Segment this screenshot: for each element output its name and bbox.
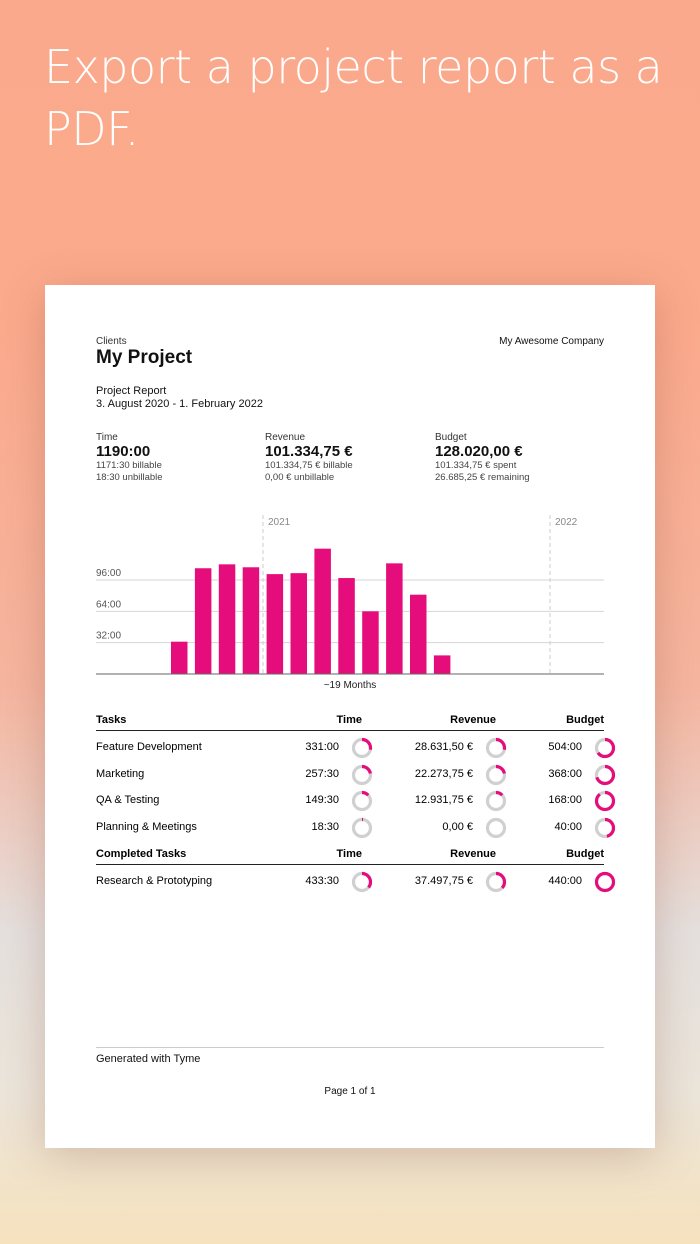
year-marker-label: 2022 <box>555 517 578 528</box>
bar <box>171 641 188 674</box>
task-row[interactable]: Research & Prototyping 433:30 37.497,75 … <box>96 871 616 892</box>
progress-ring-icon <box>594 791 616 812</box>
progress-ring-icon <box>351 737 373 759</box>
task-time: 433:30 <box>305 874 339 887</box>
task-revenue: 37.497,75 € <box>414 874 473 887</box>
progress-ring-icon <box>351 764 373 785</box>
bar <box>338 578 355 674</box>
bar <box>386 563 403 674</box>
bar <box>218 564 236 674</box>
task-revenue: 22.273,75 € <box>414 767 473 780</box>
task-name: Marketing <box>96 767 145 780</box>
header-revenue: Revenue <box>450 847 496 860</box>
header-revenue: Revenue <box>450 714 496 726</box>
progress-ring-icon <box>351 791 373 812</box>
project-title: My Project <box>96 347 193 368</box>
task-name: Research & Prototyping <box>96 874 213 887</box>
summary-value: 128.020,00 € <box>435 443 523 460</box>
task-name: Feature Development <box>96 741 202 753</box>
x-axis-label: ~19 Months <box>324 680 377 690</box>
summary-label: Time <box>96 432 118 443</box>
header-name: Tasks <box>96 714 127 726</box>
task-budget: 440:00 <box>548 874 582 887</box>
task-revenue: 28.631,50 € <box>414 741 473 753</box>
time-bar-chart: 32:00 64:00 96:00 2021 2022 ~19 Months <box>96 515 604 690</box>
progress-ring-icon <box>485 737 507 759</box>
progress-ring-icon <box>594 764 616 785</box>
y-tick-label: 64:00 <box>96 599 121 610</box>
table-header: Completed Tasks Time Revenue Budget <box>96 845 604 865</box>
progress-ring-icon <box>485 871 507 892</box>
page-number: Page 1 of 1 <box>324 1086 376 1097</box>
progress-ring-icon <box>485 791 507 812</box>
bar <box>194 568 212 674</box>
task-budget: 168:00 <box>548 794 582 807</box>
footer-divider <box>96 1047 604 1048</box>
report-subtitle: Project Report <box>96 385 167 397</box>
task-budget: 368:00 <box>548 767 582 780</box>
progress-ring-icon <box>351 871 373 892</box>
bar <box>290 573 307 674</box>
summary-revenue: Revenue 101.334,75 € 101.334,75 € billab… <box>265 432 353 484</box>
footer-text: Generated with Tyme <box>96 1053 201 1065</box>
company-name: My Awesome Company <box>499 336 604 347</box>
summary-line: 0,00 € unbillable <box>265 472 335 483</box>
summary-value: 101.334,75 € <box>265 443 353 460</box>
task-row[interactable]: Feature Development 331:00 28.631,50 € 5… <box>96 737 616 759</box>
summary-line: 101.334,75 € billable <box>265 460 353 471</box>
table-header: Tasks Time Revenue Budget <box>96 711 604 731</box>
bar <box>410 594 427 674</box>
y-tick-label: 96:00 <box>96 568 121 579</box>
pdf-report-page: Clients My Project My Awesome Company Pr… <box>45 285 655 1148</box>
bar <box>266 574 284 674</box>
header-budget: Budget <box>566 847 604 860</box>
header-time: Time <box>336 714 362 726</box>
header-budget: Budget <box>566 714 604 726</box>
task-row[interactable]: QA & Testing 149:30 12.931,75 € 168:00 <box>96 791 616 812</box>
progress-ring-icon <box>594 817 616 839</box>
summary-line: 101.334,75 € spent <box>435 460 517 471</box>
task-budget: 40:00 <box>554 821 582 834</box>
task-name: QA & Testing <box>96 794 160 807</box>
progress-ring-icon <box>594 871 616 892</box>
summary-line: 18:30 unbillable <box>96 472 163 483</box>
header-name: Completed Tasks <box>96 847 187 860</box>
summary-label: Revenue <box>265 432 306 443</box>
summary-value: 1190:00 <box>96 443 151 460</box>
headline: Export a project report as a PDF. <box>44 40 663 156</box>
progress-ring-icon <box>351 817 373 839</box>
task-time: 18:30 <box>311 821 339 834</box>
bar <box>314 548 331 674</box>
y-tick-label: 32:00 <box>96 631 121 642</box>
bar <box>362 611 379 674</box>
year-marker-label: 2021 <box>268 517 291 528</box>
header-time: Time <box>336 847 362 860</box>
summary-line: 1171:30 billable <box>96 460 162 471</box>
task-time: 331:00 <box>305 741 339 753</box>
bar <box>433 655 451 674</box>
summary-label: Budget <box>435 432 467 443</box>
bar <box>242 567 260 674</box>
task-row[interactable]: Planning & Meetings 18:30 0,00 € 40:00 <box>96 817 616 839</box>
summary-budget: Budget 128.020,00 € 101.334,75 € spent 2… <box>435 432 530 484</box>
date-range: 3. August 2020 - 1. February 2022 <box>96 398 263 410</box>
task-revenue: 12.931,75 € <box>414 794 473 807</box>
progress-ring-icon <box>594 737 616 759</box>
summary-line: 26.685,25 € remaining <box>435 472 530 483</box>
summary-time: Time 1190:00 1171:30 billable 18:30 unbi… <box>96 432 163 484</box>
task-revenue: 0,00 € <box>442 821 473 834</box>
progress-ring-icon <box>485 817 507 839</box>
task-row[interactable]: Marketing 257:30 22.273,75 € 368:00 <box>96 764 616 785</box>
task-time: 257:30 <box>305 767 339 780</box>
task-name: Planning & Meetings <box>96 821 197 834</box>
progress-ring-icon <box>485 764 507 785</box>
task-time: 149:30 <box>305 794 339 807</box>
client-label: Clients <box>96 336 127 347</box>
task-budget: 504:00 <box>548 741 582 753</box>
